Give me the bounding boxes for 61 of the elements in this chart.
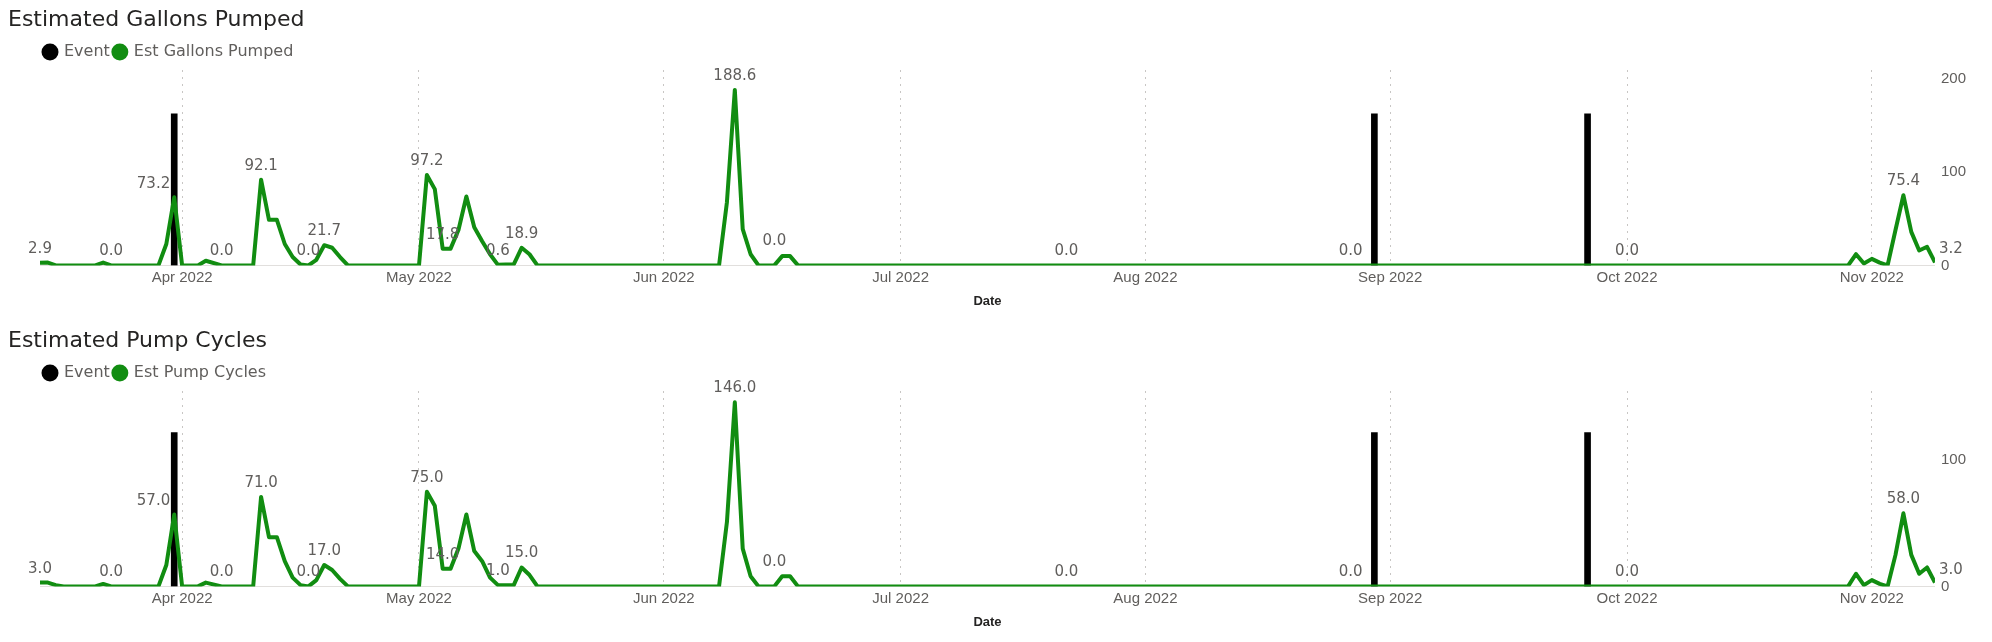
data-label: 0.0 — [99, 562, 123, 581]
data-label: 0.0 — [209, 562, 234, 581]
data-label: 0.0 — [209, 241, 234, 260]
data-label: 0.0 — [762, 552, 787, 571]
x-tick-label: Apr 2022 — [151, 588, 213, 606]
data-label: 17.0 — [307, 540, 341, 559]
x-axis-title: Date — [973, 292, 1002, 308]
x-tick-label: Oct 2022 — [1596, 267, 1658, 285]
data-label: 0.0 — [99, 241, 123, 260]
data-label: 21.7 — [307, 221, 341, 240]
data-label: 75.0 — [410, 467, 444, 486]
x-tick-label: Nov 2022 — [1839, 267, 1904, 285]
data-label: 0.0 — [1615, 562, 1639, 581]
chart-title: Estimated Pump Cycles — [8, 327, 267, 352]
data-label: 146.0 — [713, 378, 757, 397]
data-label: 0.0 — [762, 231, 787, 250]
data-label: 0.0 — [1615, 241, 1639, 260]
y-tick-label: 0 — [1940, 576, 1950, 594]
x-tick-label: Jun 2022 — [632, 588, 695, 606]
data-label: 15.0 — [504, 543, 539, 562]
x-tick-label: Jun 2022 — [632, 267, 695, 285]
data-label: 18.9 — [504, 223, 539, 242]
x-tick-label: Oct 2022 — [1596, 588, 1658, 606]
x-tick-label: Jul 2022 — [872, 588, 929, 606]
data-label: 57.0 — [136, 491, 171, 510]
data-label: 73.2 — [136, 174, 171, 193]
y-tick-label: 100 — [1940, 450, 1966, 468]
data-label: 3.0 — [28, 558, 52, 577]
x-tick-label: Sep 2022 — [1358, 267, 1423, 285]
x-tick-label: Sep 2022 — [1358, 588, 1423, 606]
y-tick-label: 100 — [1940, 162, 1966, 180]
x-tick-label: May 2022 — [386, 267, 452, 285]
data-label: 0.0 — [1338, 241, 1363, 260]
data-label: 2.9 — [28, 238, 52, 257]
x-axis-title: Date — [973, 613, 1002, 629]
legend-label: Est Pump Cycles — [133, 362, 267, 382]
data-label: 0.0 — [1054, 241, 1079, 260]
data-label: 58.0 — [1886, 489, 1921, 508]
x-tick-label: May 2022 — [386, 588, 452, 606]
y-tick-label: 0 — [1940, 255, 1950, 273]
data-label: 3.2 — [1938, 239, 1963, 258]
legend-label: Event — [64, 362, 110, 382]
x-tick-label: Apr 2022 — [151, 267, 213, 285]
chart-title: Estimated Gallons Pumped — [8, 6, 305, 31]
legend-label: Event — [64, 41, 110, 61]
data-label: 0.0 — [1054, 562, 1079, 581]
data-label: 0.0 — [1338, 562, 1363, 581]
data-label: 0.0 — [296, 241, 321, 260]
legend-label: Est Gallons Pumped — [133, 41, 294, 61]
data-label: 92.1 — [244, 155, 278, 174]
data-label: 75.4 — [1886, 171, 1921, 190]
y-tick-label: 200 — [1940, 69, 1966, 87]
x-tick-label: Aug 2022 — [1113, 267, 1178, 285]
data-label: 97.2 — [410, 150, 444, 169]
x-tick-label: Aug 2022 — [1113, 588, 1178, 606]
data-label: 71.0 — [244, 472, 278, 491]
data-label: 0.0 — [296, 562, 321, 581]
data-label: 3.0 — [1938, 559, 1963, 578]
x-tick-label: Jul 2022 — [872, 267, 929, 285]
x-tick-label: Nov 2022 — [1839, 588, 1904, 606]
data-label: 188.6 — [713, 65, 757, 84]
